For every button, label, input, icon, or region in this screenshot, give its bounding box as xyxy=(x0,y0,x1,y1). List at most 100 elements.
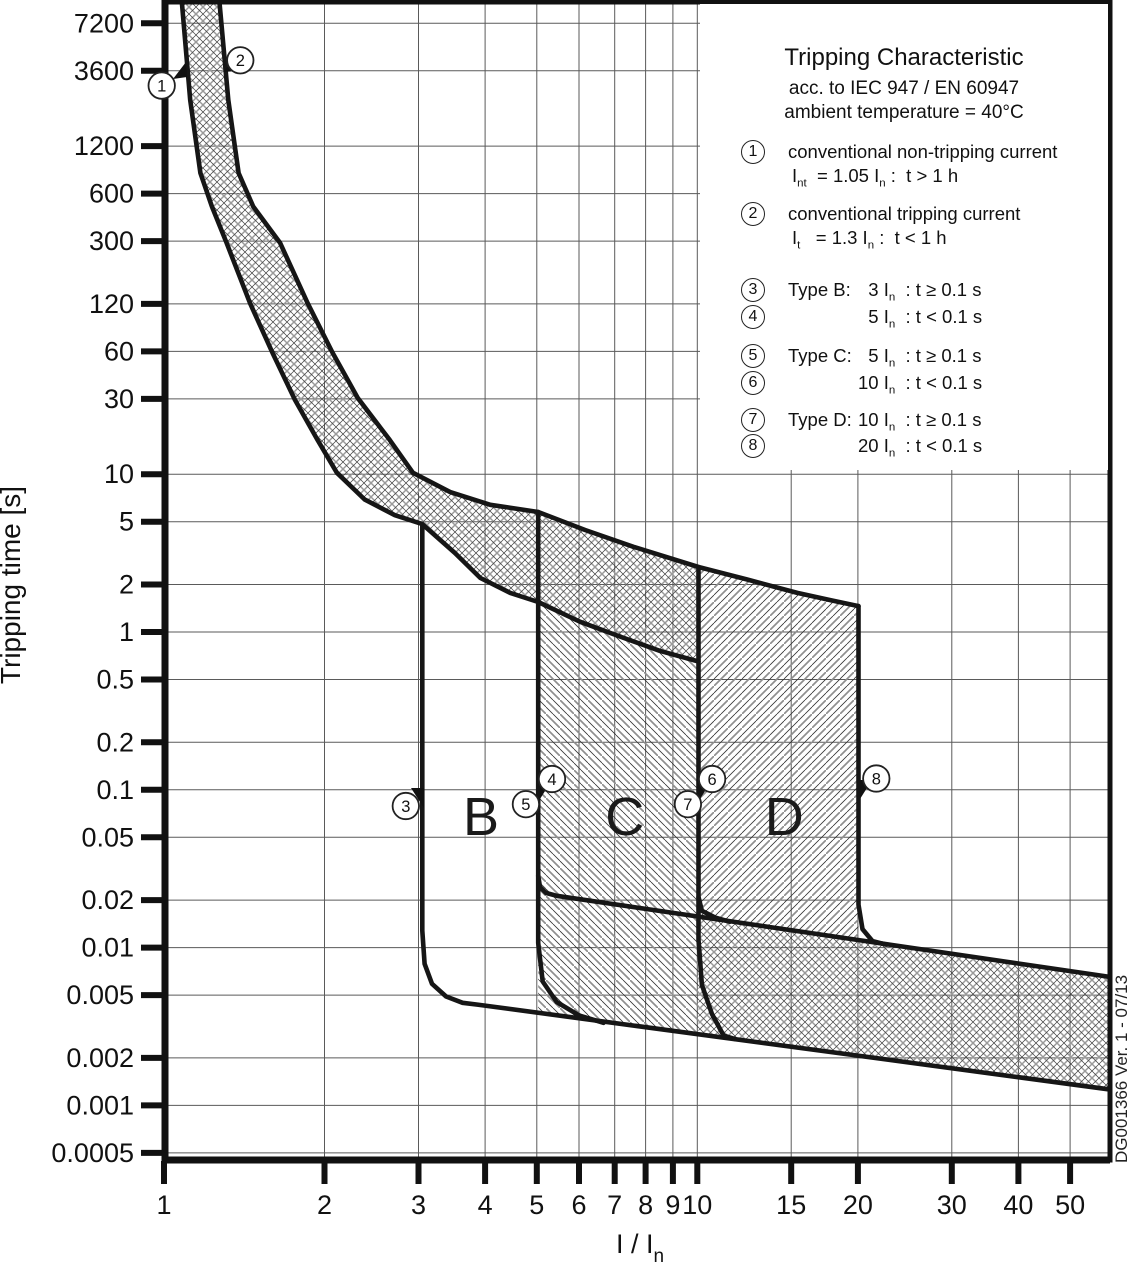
legend-number-5: 5 xyxy=(741,344,765,368)
x-tick-label: 1 xyxy=(156,1190,171,1220)
legend-item-4-condition: 5 In : t < 0.1 s xyxy=(858,306,983,331)
x-tick-label: 40 xyxy=(1003,1190,1033,1220)
legend-item-2-label: conventional tripping current xyxy=(788,203,1021,224)
y-tick-label: 0.002 xyxy=(66,1043,134,1073)
marker-number-5: 5 xyxy=(521,796,530,814)
legend-number-1: 1 xyxy=(741,140,765,164)
marker-pointer-3 xyxy=(411,788,424,808)
document-code: DG001366 Ver. 1 - 07/13 xyxy=(1112,974,1130,1163)
legend-item-3-condition: 3 In : t ≥ 0.1 s xyxy=(858,279,982,304)
thermal-tripping-band xyxy=(181,2,699,662)
chart-title: Tripping Characteristic xyxy=(784,44,1024,71)
y-tick-label: 0.2 xyxy=(96,727,134,757)
legend-item-6-condition: 10 In : t < 0.1 s xyxy=(858,372,983,397)
type-D-magnetic-zone xyxy=(698,567,859,940)
y-tick-label: 5 xyxy=(119,507,134,537)
zone-label-B: B xyxy=(463,787,499,847)
x-tick-label: 8 xyxy=(638,1190,653,1220)
zone-label-D: D xyxy=(765,787,804,847)
x-tick-label: 10 xyxy=(682,1190,712,1220)
y-tick-label: 0.0005 xyxy=(51,1138,134,1168)
series-7 xyxy=(856,603,889,947)
series-6 xyxy=(696,894,737,1042)
legend-item-5-condition: 5 In : t ≥ 0.1 s xyxy=(858,345,982,370)
series-5 xyxy=(696,564,732,924)
y-tick-label: 1200 xyxy=(74,131,134,161)
y-tick-label: 0.01 xyxy=(81,933,134,963)
legend-number-2: 2 xyxy=(741,202,765,226)
y-tick-label: 7200 xyxy=(74,8,134,38)
legend-item-8-condition: 20 In : t < 0.1 s xyxy=(858,435,983,460)
legend-item-7-type: Type D: xyxy=(788,409,852,430)
legend-item-1-formula: Int = 1.05 In : t > 1 h xyxy=(792,165,959,190)
series-1 xyxy=(217,2,861,609)
x-tick-label: 50 xyxy=(1055,1190,1085,1220)
legend: Tripping Characteristic acc. to IEC 947 … xyxy=(700,4,1108,470)
y-tick-label: 120 xyxy=(89,289,134,319)
series-3 xyxy=(535,509,1110,980)
legend-item-1-label: conventional non-tripping current xyxy=(788,141,1058,162)
marker-circle-3 xyxy=(391,791,420,821)
marker-circle-7 xyxy=(673,790,703,819)
y-tick-label: 0.05 xyxy=(81,822,134,852)
x-tick-label: 30 xyxy=(937,1190,967,1220)
marker-circle-2 xyxy=(226,46,255,75)
y-tick-label: 0.1 xyxy=(96,775,134,805)
y-tick-label: 10 xyxy=(104,459,134,489)
marker-number-2: 2 xyxy=(236,52,245,70)
hatch-regions xyxy=(181,2,1110,1090)
marker-number-3: 3 xyxy=(401,798,410,816)
x-axis-title: I / In xyxy=(616,1229,664,1267)
y-tick-label: 1 xyxy=(119,617,134,647)
y-tick-label: 0.001 xyxy=(66,1090,134,1120)
y-tick-label: 0.02 xyxy=(81,885,134,915)
series-4 xyxy=(535,873,606,1026)
marker-number-4: 4 xyxy=(547,771,556,789)
legend-number-3: 3 xyxy=(741,278,765,302)
y-tick-label: 0.005 xyxy=(66,980,134,1010)
marker-pointer-1 xyxy=(173,62,187,79)
plot-frame xyxy=(161,0,1113,1164)
chart-subtitle-temperature: ambient temperature = 40°C xyxy=(784,102,1024,123)
x-tick-label: 3 xyxy=(411,1190,426,1220)
marker-number-1: 1 xyxy=(157,77,166,95)
legend-number-6: 6 xyxy=(741,371,765,395)
zone-labels: B C D xyxy=(463,787,804,847)
legend-item-3-type: Type B: xyxy=(788,279,851,300)
marker-number-7: 7 xyxy=(683,796,692,814)
series-2 xyxy=(420,521,1110,1092)
marker-circle-1 xyxy=(147,71,176,100)
zone-label-C: C xyxy=(605,787,644,847)
marker-circle-5 xyxy=(511,790,541,819)
legend-number-7: 7 xyxy=(741,408,765,432)
legend-item-2-formula: It = 1.3 In : t < 1 h xyxy=(792,227,947,252)
marker-number-8: 8 xyxy=(872,770,881,788)
x-tick-label: 5 xyxy=(529,1190,544,1220)
y-tick-label: 60 xyxy=(104,336,134,366)
marker-circle-4 xyxy=(537,764,567,794)
y-tick-label: 300 xyxy=(89,226,134,256)
x-axis: 1 2 3 4 5 6 7 8 9 10 15 20 30 40 50 xyxy=(156,1161,1085,1220)
marker-circle-8 xyxy=(862,764,891,793)
y-tick-label: 3600 xyxy=(74,56,134,86)
y-tick-label: 0.5 xyxy=(96,665,134,695)
y-tick-label: 600 xyxy=(89,179,134,209)
legend-item-7-condition: 10 In : t ≥ 0.1 s xyxy=(858,409,982,434)
legend-item-5-type: Type C: xyxy=(788,345,852,366)
y-axis-title: Tripping time [s] xyxy=(0,486,26,684)
x-tick-label: 20 xyxy=(843,1190,873,1220)
marker-number-6: 6 xyxy=(708,771,717,789)
characteristic-curves xyxy=(179,2,1110,1092)
x-tick-label: 9 xyxy=(665,1190,680,1220)
y-tick-label: 2 xyxy=(119,570,134,600)
y-tick-label: 30 xyxy=(104,384,134,414)
x-tick-label: 2 xyxy=(317,1190,332,1220)
y-axis: 7200 3600 1200 600 300 120 60 30 10 5 2 1 0.5 0.2 0.1 0… xyxy=(51,8,163,1168)
marker-circle-6 xyxy=(697,764,727,794)
type-C-magnetic-zone xyxy=(538,602,699,1035)
x-tick-label: 7 xyxy=(607,1190,622,1220)
series-0 xyxy=(179,2,701,664)
chart-subtitle-standard: acc. to IEC 947 / EN 60947 xyxy=(788,78,1020,99)
